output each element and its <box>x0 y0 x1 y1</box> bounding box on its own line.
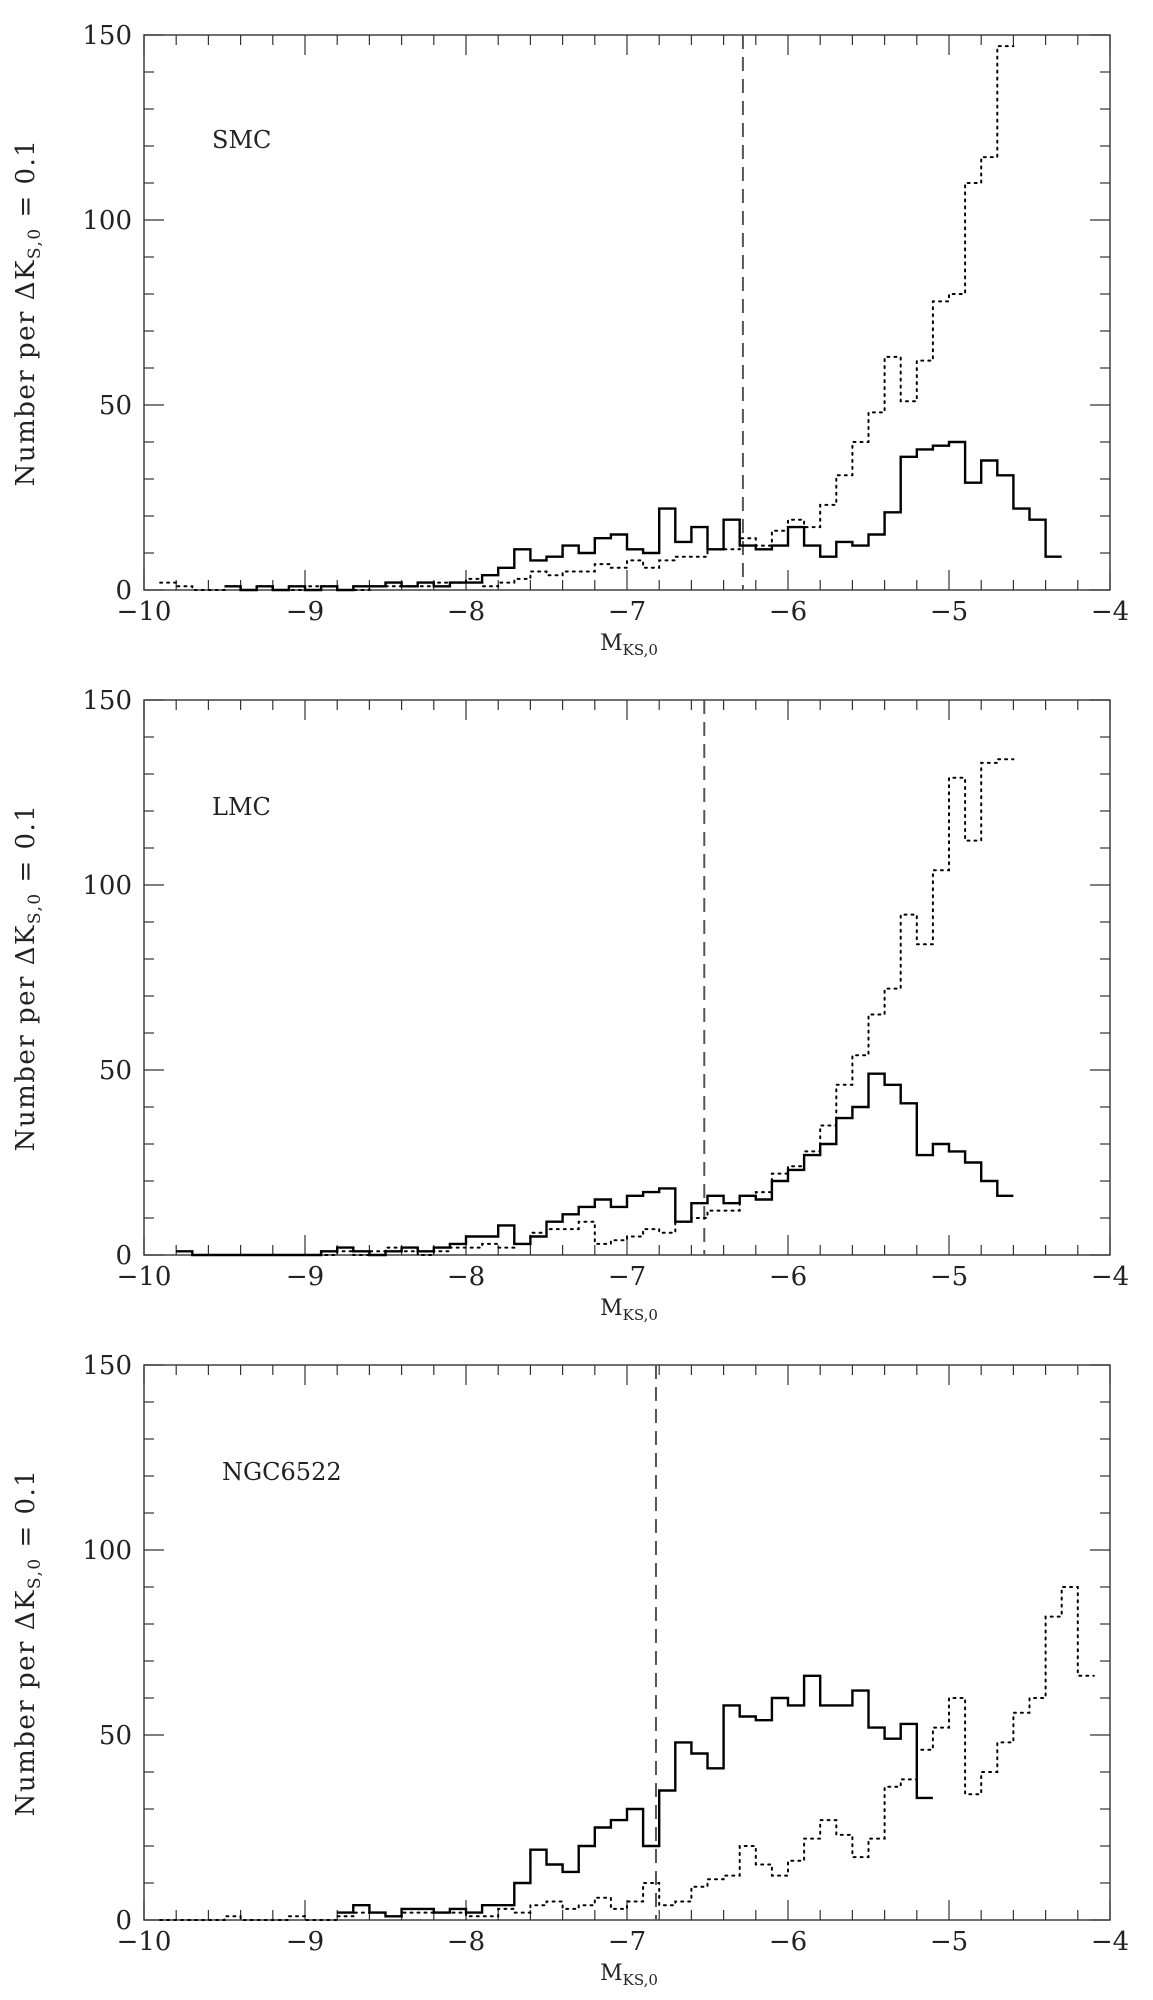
y-tick-label: 0 <box>115 576 132 606</box>
x-tick-label: −8 <box>447 1927 485 1957</box>
plot-frame <box>143 699 1111 1256</box>
chart-panel-ngc6522: −10 −9 −8 −7 −6 −5 −4 0 50 100 150 MKS,0 Number per … <box>11 1351 1129 1989</box>
x-tick-label: −10 <box>117 597 172 627</box>
chart-panel-lmc: −10 −9 −8 −7 −6 −5 −4 0 50 100 150 MKS,0 Number per … <box>11 686 1129 1324</box>
y-axis-label: Number per ΔKS,0 = 0.1 <box>11 1469 45 1817</box>
y-tick-label: 50 <box>99 1056 132 1086</box>
panel-label: NGC6522 <box>222 1458 342 1486</box>
x-tick-label: −4 <box>1091 1262 1129 1292</box>
x-tick-label: −4 <box>1091 597 1129 627</box>
series-solid-histogram <box>224 440 1062 592</box>
x-tick-label: −7 <box>608 1262 646 1292</box>
x-tick-label: −7 <box>608 1927 646 1957</box>
plot-frame <box>143 1364 1111 1921</box>
y-axis-label: Number per ΔKS,0 = 0.1 <box>11 139 45 487</box>
y-tick-label: 150 <box>82 1351 132 1381</box>
x-tick-label: −4 <box>1091 1927 1129 1957</box>
y-tick-label: 50 <box>99 1721 132 1751</box>
y-tick-label: 150 <box>82 686 132 716</box>
series-solid-histogram <box>337 1674 933 1918</box>
series-dotted-histogram <box>159 45 1015 591</box>
y-tick-label: 0 <box>115 1906 132 1936</box>
x-axis-label: MKS,0 <box>600 1961 658 1989</box>
y-axis-label: Number per ΔKS,0 = 0.1 <box>11 804 45 1152</box>
x-tick-label: −8 <box>447 1262 485 1292</box>
x-tick-label: −6 <box>769 1262 807 1292</box>
x-tick-label: −7 <box>608 597 646 627</box>
y-tick-label: 100 <box>82 1536 132 1566</box>
x-tick-label: −10 <box>117 1927 172 1957</box>
y-tick-label: 100 <box>82 871 132 901</box>
x-axis-label: MKS,0 <box>600 1296 658 1324</box>
panel-label: SMC <box>212 126 271 154</box>
x-tick-label: −10 <box>117 1262 172 1292</box>
chart-panel-smc: −10 −9 −8 −7 −6 −5 −4 0 50 100 150 MKS,0 Number per … <box>11 21 1129 659</box>
x-tick-label: −6 <box>769 597 807 627</box>
y-tick-label: 100 <box>82 206 132 236</box>
y-tick-label: 50 <box>99 391 132 421</box>
y-tick-label: 150 <box>82 21 132 51</box>
x-axis-label: MKS,0 <box>600 631 658 659</box>
x-tick-label: −5 <box>930 597 968 627</box>
x-tick-label: −5 <box>930 1262 968 1292</box>
y-tick-label: 0 <box>115 1241 132 1271</box>
x-tick-label: −9 <box>286 1262 324 1292</box>
plot-frame <box>143 34 1111 591</box>
x-tick-label: −8 <box>447 597 485 627</box>
series-dotted-histogram <box>159 1586 1095 1921</box>
series-solid-histogram <box>176 1072 1014 1257</box>
x-tick-label: −5 <box>930 1927 968 1957</box>
panel-label: LMC <box>212 793 271 821</box>
x-tick-label: −9 <box>286 1927 324 1957</box>
x-tick-label: −9 <box>286 597 324 627</box>
x-tick-label: −6 <box>769 1927 807 1957</box>
series-dotted-histogram <box>191 758 1015 1256</box>
